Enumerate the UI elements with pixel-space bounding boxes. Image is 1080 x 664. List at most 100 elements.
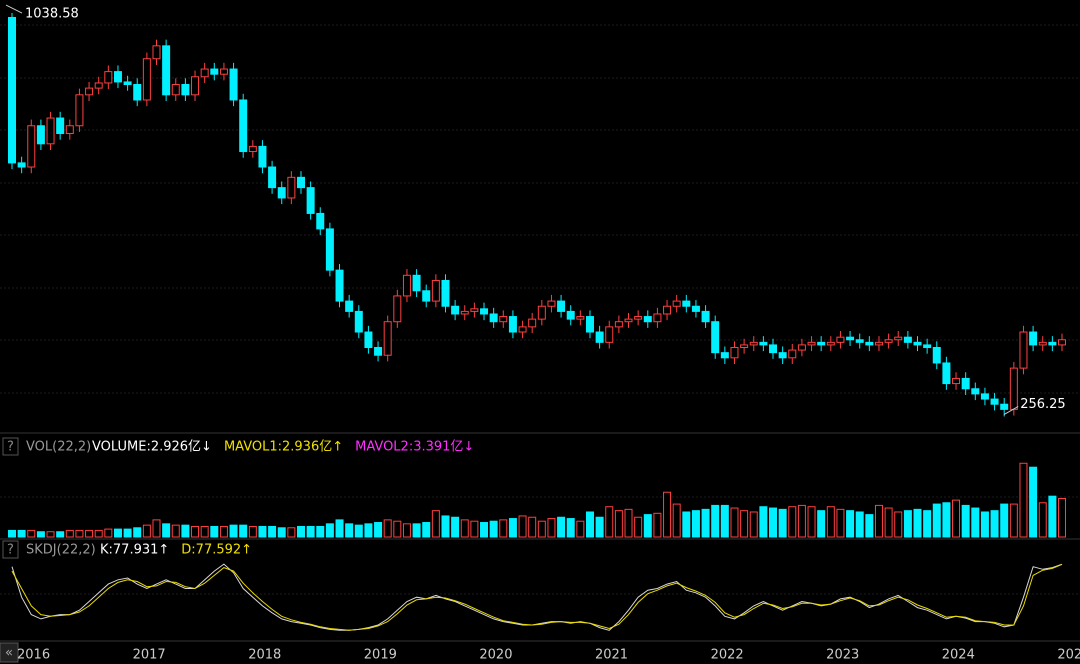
candle-body <box>113 71 122 83</box>
volume-bar <box>720 504 729 538</box>
candle-body <box>624 318 633 323</box>
volume-bar <box>528 516 537 538</box>
candle-body <box>817 341 826 346</box>
candle-body <box>239 99 248 153</box>
candle-body <box>152 45 161 60</box>
price-grid <box>0 24 1080 595</box>
volume-bar <box>711 504 720 538</box>
volume-bar <box>663 491 672 538</box>
candle-body <box>133 84 142 101</box>
volume-bar <box>460 519 469 538</box>
volume-bar <box>36 531 45 538</box>
candle-body <box>65 125 74 134</box>
help-icon[interactable]: ? <box>7 543 14 558</box>
volume-bar <box>913 508 922 538</box>
volume-bar <box>316 525 325 538</box>
volume-bar <box>508 518 517 538</box>
volume-bar <box>489 520 498 538</box>
candle-body <box>903 336 912 343</box>
volume-bar <box>817 510 826 538</box>
volume-bar <box>1038 502 1047 538</box>
candle-body <box>489 313 498 323</box>
volume-bar <box>682 511 691 538</box>
candle-body <box>181 84 190 96</box>
candle-body <box>855 339 864 343</box>
volume-bar <box>1048 495 1057 538</box>
x-tick-label: 2022 <box>711 648 744 663</box>
volume-bar <box>451 516 460 538</box>
candle-body <box>85 87 94 96</box>
volume-bar <box>932 503 941 538</box>
volume-bar <box>210 525 219 538</box>
candle-body <box>8 16 16 164</box>
indicator-value: MAVOL1:2.936亿↑ <box>224 440 343 455</box>
volume-bar <box>836 508 845 538</box>
volume-bar <box>85 529 94 538</box>
collapse-button[interactable] <box>0 642 19 663</box>
candle-body <box>316 212 325 230</box>
candle-body <box>961 377 970 390</box>
candle-body <box>566 310 575 320</box>
candle-body <box>826 341 835 346</box>
volume-bar <box>846 510 855 538</box>
volume-bar <box>942 502 951 538</box>
indicator-line <box>11 563 1063 631</box>
candle-body <box>691 305 700 312</box>
volume-bar <box>306 525 315 538</box>
volume-bar <box>980 511 989 538</box>
candle-body <box>171 84 180 96</box>
candle-body <box>335 269 344 302</box>
volume-bar <box>923 510 932 538</box>
volume-bar <box>807 506 816 538</box>
volume-bar <box>239 524 248 538</box>
volume-bar <box>740 510 749 538</box>
volume-bar <box>557 516 566 538</box>
help-button[interactable] <box>2 437 19 456</box>
indicator-value: D:77.592↑ <box>181 543 252 558</box>
volume-bar <box>142 524 151 538</box>
volume-bar <box>624 508 633 538</box>
candle-body <box>874 341 883 346</box>
volume-bar <box>952 499 961 538</box>
candle-body <box>383 321 392 356</box>
volume-bar <box>797 504 806 538</box>
volume-bar <box>518 515 527 538</box>
x-tick-label: 2017 <box>133 648 166 663</box>
candle-body <box>1000 403 1009 410</box>
candle-body <box>537 305 546 320</box>
candle-body <box>952 377 961 385</box>
candle-body <box>585 316 594 333</box>
volume-bar <box>874 504 883 538</box>
candle-body <box>374 346 383 356</box>
volume-bar <box>325 523 334 538</box>
help-button[interactable] <box>2 540 19 559</box>
volume-bar <box>393 520 402 538</box>
volume-bar <box>576 520 585 538</box>
candle-body <box>345 300 354 312</box>
candle-body <box>480 308 489 315</box>
collapse-icon[interactable]: « <box>5 646 13 661</box>
volume-bar <box>431 510 440 538</box>
volume-bar <box>1009 503 1018 538</box>
volume-bar <box>152 519 161 538</box>
x-tick-label: 2024 <box>942 648 975 663</box>
candle-body <box>663 305 672 315</box>
help-icon[interactable]: ? <box>7 440 14 455</box>
candle-body <box>865 341 874 346</box>
volume-bar <box>133 527 142 538</box>
candle-body <box>605 326 614 343</box>
volume-bar <box>971 507 980 538</box>
volume-bar <box>104 528 113 538</box>
volume-bar <box>219 525 228 538</box>
x-tick-label: 2018 <box>248 648 281 663</box>
volume-bar <box>749 511 758 538</box>
volume-bar <box>258 525 267 538</box>
candle-body <box>1029 331 1038 346</box>
candle-body <box>942 362 951 385</box>
candle-body <box>778 352 787 359</box>
volume-bar <box>778 508 787 538</box>
volume-bar <box>287 527 296 538</box>
candle-body <box>441 279 450 307</box>
candle-body <box>528 318 537 328</box>
